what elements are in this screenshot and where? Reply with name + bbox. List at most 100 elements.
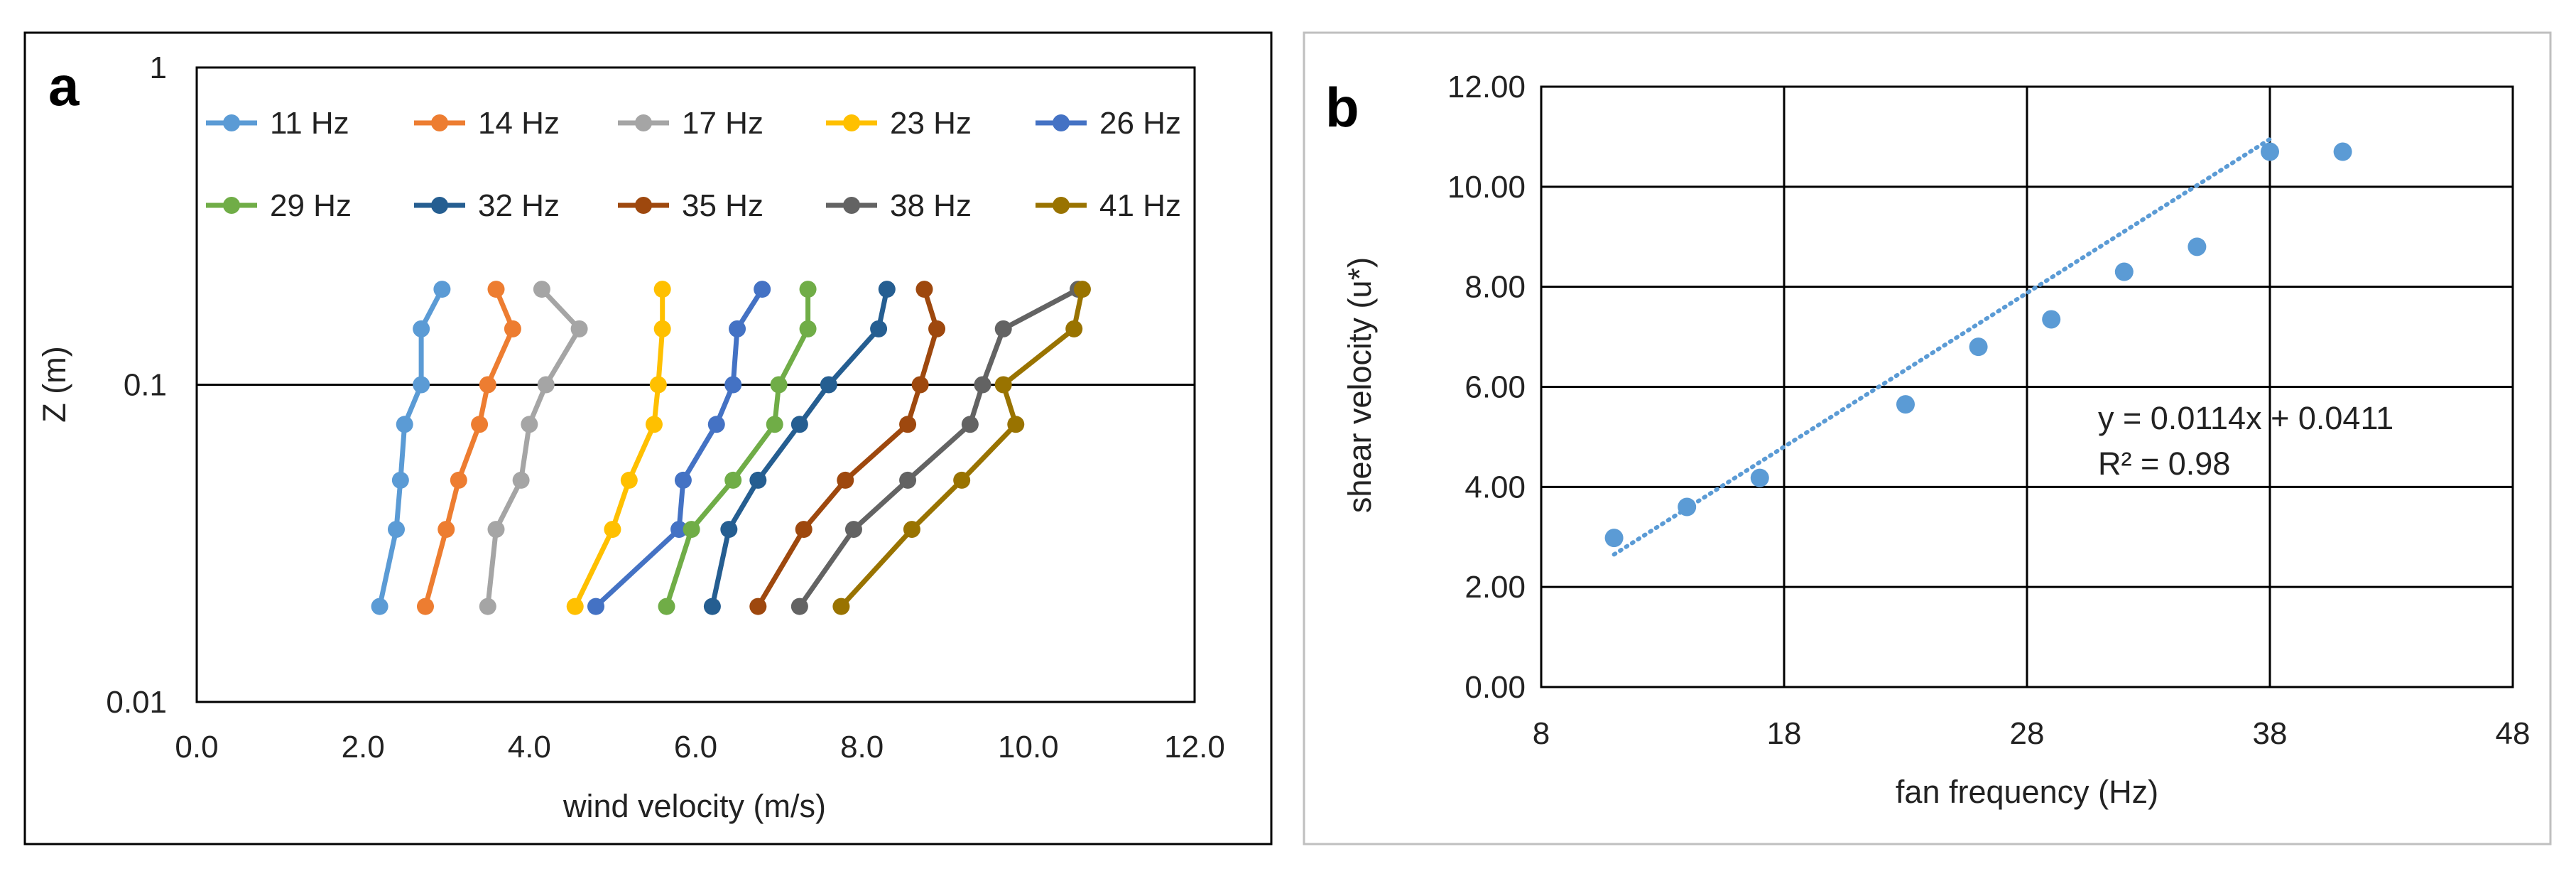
panel-a-data-point [479, 598, 496, 615]
panel-a-data-point [844, 521, 862, 539]
panel-a-border [23, 31, 1273, 845]
panel-a-data-point [870, 320, 888, 337]
legend-swatch-marker [1053, 197, 1070, 214]
panel-a-series-5 [658, 281, 817, 615]
panel-a-data-point [521, 416, 538, 433]
panel-b-data-point [1678, 497, 1697, 517]
panel-b-data-point [2333, 142, 2352, 161]
panel-b-x-tick-label: 18 [1767, 716, 1802, 751]
panel-a-x-tick-labels: 0.0 2.0 4.0 6.0 8.0 10.0 12.0 [175, 730, 1224, 764]
panel-a-y-tick-label: 0.01 [106, 685, 167, 720]
panel-a-data-point [754, 281, 771, 298]
panel-b-y-tick-label: 12.00 [1447, 70, 1526, 104]
panel-a-data-point [479, 376, 496, 394]
panel-a-series-0 [371, 281, 451, 615]
legend-swatch-marker [223, 114, 240, 131]
panel-b-x-tick-label: 8 [1533, 716, 1550, 751]
panel-a-y-axis-title: Z (m) [36, 346, 72, 422]
panel-a-data-point [396, 416, 413, 433]
panel-b-y-tick-label: 2.00 [1464, 570, 1526, 605]
panel-b-data-point [1604, 529, 1624, 548]
panel-b-y-tick-label: 10.00 [1447, 170, 1526, 205]
panel-a-data-point [820, 376, 837, 394]
panel-a-data-point [438, 521, 455, 539]
panel-a-data-point [749, 598, 767, 615]
panel-a-series-line [485, 287, 582, 607]
panel-a-x-tick-label: 8.0 [840, 730, 884, 764]
panel-b-gridlines [1540, 85, 2514, 688]
legend-label: 23 Hz [890, 106, 972, 141]
panel-a-series-line [377, 288, 445, 607]
panel-a-data-point [487, 521, 505, 539]
panel-b: b 0.00 2.00 4.00 6.00 8.00 10.00 12.00 8 18 28 38… [1303, 31, 2552, 845]
panel-b-y-tick-label: 0.00 [1464, 670, 1526, 705]
panel-b-data-point [1750, 468, 1769, 487]
panel-a-data-point [1073, 281, 1091, 298]
legend-swatch-marker [431, 114, 448, 131]
panel-a-data-point [388, 521, 405, 539]
panel-a-data-point [504, 320, 521, 337]
panel-a-data-point [391, 471, 409, 489]
panel-a-data-point [653, 281, 671, 298]
panel-a-data-point [994, 320, 1012, 337]
panel-a-data-point [729, 320, 746, 337]
panel-a-y-tick-labels: 0.01 0.1 1 [106, 50, 167, 720]
panel-a: a 0.01 0.1 1 0.0 2.0 4.0 6.0 8.0 10.0 12.0 11 Hz… [23, 31, 1273, 845]
panel-b-y-tick-label: 8.00 [1464, 270, 1526, 305]
panel-a-y-tick-label: 0.1 [124, 368, 167, 403]
panel-b-y-axis-title: shear velocity (u*) [1342, 257, 1378, 513]
panel-a-data-point [533, 281, 550, 298]
legend-label: 41 Hz [1099, 188, 1181, 223]
panel-a-data-point [903, 521, 920, 539]
legend-label: 35 Hz [682, 188, 763, 223]
legend-item: 26 Hz [1036, 106, 1181, 141]
panel-a-data-point [795, 521, 813, 539]
panel-a-series-9 [832, 281, 1091, 615]
panel-a-data-point [413, 320, 430, 337]
panel-a-x-tick-label: 12.0 [1164, 730, 1225, 764]
panel-b-y-tick-labels: 0.00 2.00 4.00 6.00 8.00 10.00 12.00 [1447, 70, 1526, 705]
legend-label: 29 Hz [270, 188, 352, 223]
panel-b-data-point [2114, 262, 2134, 281]
panel-a-data-point [720, 521, 738, 539]
panel-a-data-point [512, 471, 530, 489]
panel-a-data-point [899, 416, 917, 433]
panel-a-data-point [799, 281, 817, 298]
panel-a-x-axis-title: wind velocity (m/s) [563, 788, 826, 824]
panel-b-x-tick-label: 28 [2010, 716, 2045, 751]
panel-a-data-point [766, 416, 783, 433]
panel-a-data-point [1007, 416, 1025, 433]
panel-a-data-point [683, 521, 700, 539]
panel-a-x-tick-label: 4.0 [508, 730, 551, 764]
panel-a-data-point [837, 471, 854, 489]
panel-b-x-tick-labels: 8 18 28 38 48 [1533, 716, 2531, 751]
panel-a-series-1 [416, 281, 521, 615]
panel-a-data-point [724, 376, 742, 394]
panel-a-data-point [703, 598, 721, 615]
legend-swatch-marker [843, 114, 860, 131]
panel-a-x-tick-label: 0.0 [175, 730, 218, 764]
panel-a-series-group [371, 281, 1091, 615]
panel-a-data-point [928, 320, 946, 337]
panel-a-data-point [670, 521, 688, 539]
panel-a-data-point [645, 416, 663, 433]
legend-swatch-marker [635, 197, 652, 214]
panel-b-trendline [1612, 136, 2272, 557]
panel-a-data-point [961, 416, 979, 433]
panel-a-series-4 [587, 281, 771, 615]
legend-label: 32 Hz [478, 188, 560, 223]
panel-a-x-tick-label: 2.0 [342, 730, 385, 764]
panel-b-equation: y = 0.0114x + 0.0411 [2098, 400, 2393, 436]
legend-swatch-marker [635, 114, 652, 131]
panel-a-data-point [832, 598, 850, 615]
panel-b-data-point [2042, 310, 2061, 329]
legend-label: 17 Hz [682, 106, 763, 141]
panel-a-data-point [915, 281, 933, 298]
panel-b-x-axis-title: fan frequency (Hz) [1896, 774, 2158, 810]
panel-a-data-point [899, 471, 917, 489]
panel-a-data-point [974, 376, 991, 394]
panel-b-plot-area [1540, 85, 2514, 688]
panel-a-data-point [724, 471, 742, 489]
panel-a-data-point [604, 521, 621, 539]
